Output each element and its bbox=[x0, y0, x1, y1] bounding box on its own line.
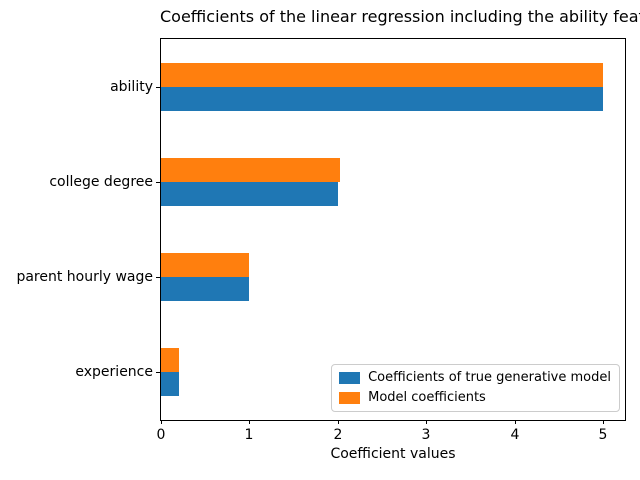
legend-swatch bbox=[339, 371, 361, 384]
x-tick-mark bbox=[338, 420, 339, 424]
plot-area: ability college degree parent hourly wage e… bbox=[16, 38, 626, 462]
legend-row: Model coefficients bbox=[339, 390, 611, 405]
x-tick-label: 0 bbox=[156, 427, 166, 443]
y-tick-label: ability bbox=[110, 79, 153, 95]
x-tick-mark bbox=[249, 420, 250, 424]
legend-label: Coefficients of true generative model bbox=[368, 370, 611, 385]
x-tick-mark bbox=[161, 420, 162, 424]
bar-model-coefficients-parent-hourly-wage bbox=[161, 253, 249, 278]
y-tick-label: experience bbox=[75, 364, 153, 380]
x-tick-label: 3 bbox=[421, 427, 431, 443]
y-tick-mark bbox=[156, 372, 160, 373]
bar-coefficients-of-true-generative-model-ability bbox=[161, 86, 603, 111]
legend-label: Model coefficients bbox=[368, 390, 486, 405]
bar-coefficients-of-true-generative-model-college-degree bbox=[161, 181, 338, 206]
x-tick-mark bbox=[426, 420, 427, 424]
legend: Coefficients of true generative model Mod… bbox=[331, 364, 620, 412]
legend-row: Coefficients of true generative model bbox=[339, 370, 611, 385]
bar-model-coefficients-college-degree bbox=[161, 157, 340, 182]
y-tick-mark bbox=[156, 182, 160, 183]
bar-model-coefficients-experience bbox=[161, 348, 179, 373]
x-tick-label: 2 bbox=[333, 427, 343, 443]
bar-coefficients-of-true-generative-model-experience bbox=[161, 372, 179, 397]
x-tick-label: 1 bbox=[244, 427, 254, 443]
y-tick-label: college degree bbox=[49, 174, 153, 190]
y-tick-label: parent hourly wage bbox=[16, 269, 153, 285]
x-tick-mark bbox=[603, 420, 604, 424]
chart-title: Coefficients of the linear regression in… bbox=[160, 7, 640, 26]
x-axis-title: Coefficient values bbox=[330, 446, 456, 462]
legend-swatch bbox=[339, 391, 361, 404]
y-tick-mark bbox=[156, 277, 160, 278]
bar-coefficients-of-true-generative-model-parent-hourly-wage bbox=[161, 277, 249, 302]
x-tick-label: 5 bbox=[598, 427, 608, 443]
x-tick-label: 4 bbox=[510, 427, 520, 443]
bar-model-coefficients-ability bbox=[161, 62, 603, 87]
x-tick-mark bbox=[515, 420, 516, 424]
y-tick-mark bbox=[156, 87, 160, 88]
